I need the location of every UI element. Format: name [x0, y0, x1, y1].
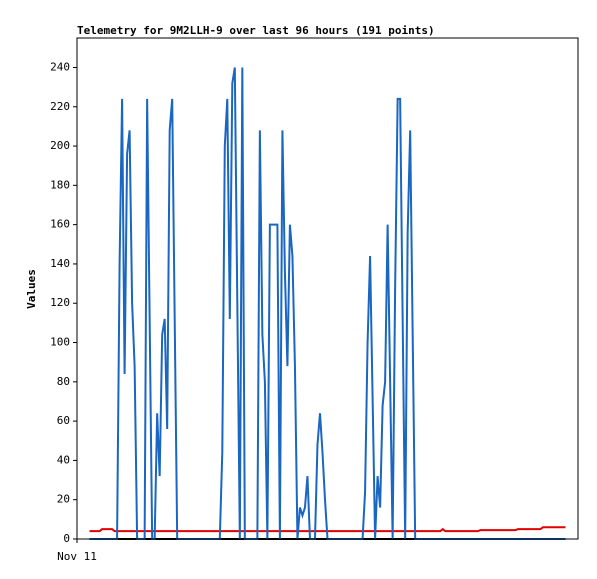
- y-tick-label: 60: [57, 414, 70, 427]
- x-tick-label: Nov 11: [57, 550, 97, 563]
- y-tick-label: 220: [50, 100, 70, 113]
- y-tick-label: 180: [50, 178, 70, 191]
- y-tick-label: 40: [57, 453, 70, 466]
- y-tick-label: 20: [57, 493, 70, 506]
- chart-title: Telemetry for 9M2LLH-9 over last 96 hour…: [77, 24, 435, 37]
- plot-frame: [76, 37, 579, 540]
- y-tick-label: 100: [50, 336, 70, 349]
- y-tick-label: 0: [63, 532, 70, 545]
- y-tick-label: 240: [50, 60, 70, 73]
- y-tick-label: 120: [50, 296, 70, 309]
- y-tick-label: 80: [57, 375, 70, 388]
- y-tick-label: 200: [50, 139, 70, 152]
- y-axis-label: Values: [25, 269, 38, 309]
- y-tick-label: 140: [50, 257, 70, 270]
- y-tick-label: 160: [50, 218, 70, 231]
